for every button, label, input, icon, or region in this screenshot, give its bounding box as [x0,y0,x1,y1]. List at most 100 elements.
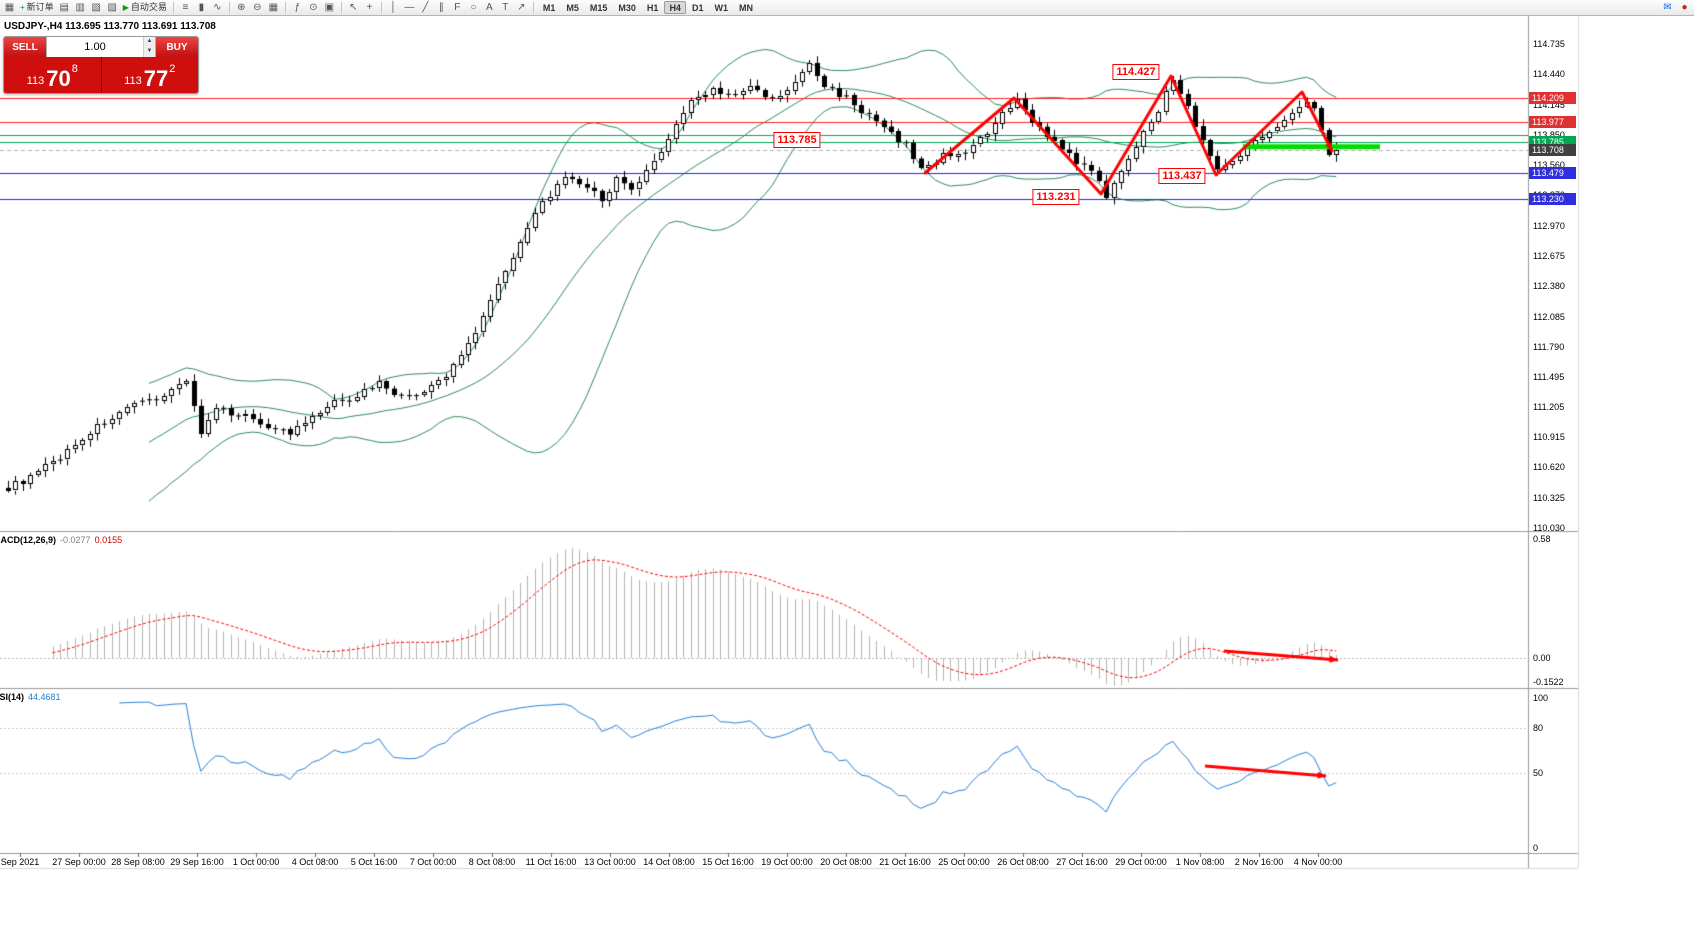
price-axis-label: 110.030 [1533,523,1565,533]
price-annotation[interactable]: 113.785 [773,132,821,148]
time-axis-label: 5 Oct 16:00 [350,857,398,867]
volume-field: ▲ ▼ [46,37,156,57]
navigator-icon[interactable]: ▨ [107,1,117,13]
price-axis-label: 111.205 [1533,402,1565,413]
timeframe-m5[interactable]: M5 [566,2,579,13]
crosshair-icon[interactable]: + [366,1,373,13]
chat-icon[interactable]: ✉ [1663,1,1672,13]
market-watch-icon[interactable]: ▥ [75,1,85,13]
rsi-name: RSI(14) [0,692,25,702]
templates-icon[interactable]: ▣ [324,1,335,13]
price-axis-label: 113.560 [1533,159,1565,170]
price-level-box: 114.209 [1529,92,1576,105]
price-axis-label: 111.790 [1533,341,1565,352]
zoom-out-icon[interactable]: ⊖ [253,1,262,13]
time-axis-label: 27 Sep 00:00 [52,857,106,867]
sell-button[interactable]: SELL [4,37,46,57]
cursor-icon[interactable]: ↖ [349,1,358,13]
channel-tool-icon[interactable]: ∥ [438,1,444,13]
alert-icon[interactable]: ● [1681,1,1688,13]
buy-price-main: 77 [143,66,169,91]
price-annotation[interactable]: 113.231 [1032,189,1080,205]
autotrading-button[interactable]: ▶ 自动交易 [121,1,169,15]
time-axis-label: 4 Nov 00:00 [1293,857,1343,867]
new-chart-icon[interactable]: ▦ [4,1,15,13]
indicators-icon[interactable]: ƒ [294,1,301,13]
bar-chart-icon[interactable]: ≡ [182,1,189,13]
buy-price[interactable]: 113 77 2 [101,57,198,93]
text-tool-icon[interactable]: A [486,1,493,13]
toolbar-separator [284,2,286,13]
macd-scale-max: 0.58 [1533,534,1551,544]
time-axis-label: 19 Oct 00:00 [761,857,813,867]
time-axis-label: 11 Oct 16:00 [525,857,577,867]
toolbar-separator [380,2,382,13]
data-window-icon[interactable]: ▧ [91,1,101,13]
periods-icon[interactable]: ⊙ [309,1,318,13]
time-axis-label: 27 Oct 16:00 [1056,857,1108,867]
timeframe-m30[interactable]: M30 [618,2,636,13]
volume-down-icon[interactable]: ▼ [144,47,155,57]
timeframe-d1[interactable]: D1 [691,2,704,13]
trendline-tool-icon[interactable]: ╱ [422,1,429,13]
time-axis-label: 8 Oct 08:00 [468,857,516,867]
ellipse-tool-icon[interactable]: ○ [470,1,477,13]
time-axis-label: 29 Sep 16:00 [170,857,224,867]
timeframe-m15[interactable]: M15 [589,2,608,13]
tile-windows-icon[interactable]: ▦ [268,1,279,13]
volume-up-icon[interactable]: ▲ [144,37,155,47]
plus-icon: + [20,2,25,12]
candlestick-chart-icon[interactable]: ▮ [198,1,205,13]
time-axis-label: 28 Sep 08:00 [111,857,165,867]
timeframe-w1[interactable]: W1 [714,2,728,13]
macd-scale-zero: 0.00 [1533,653,1551,663]
horizontal-line-tool-icon[interactable]: — [404,1,415,13]
volume-input[interactable] [47,37,143,57]
vertical-line-tool-icon[interactable]: │ [390,1,397,13]
price-axis-label: 113.850 [1533,130,1565,140]
new-order-button[interactable]: + 新订单 [18,1,56,15]
price-axis-label: 114.145 [1533,99,1565,110]
zoom-in-icon[interactable]: ⊕ [237,1,246,13]
arrows-tool-icon[interactable]: ↗ [517,1,526,13]
macd-main-value: -0.0277 [60,535,91,545]
price-annotation[interactable]: 114.427 [1112,64,1160,80]
line-chart-icon[interactable]: ∿ [213,1,222,13]
price-axis-label: 110.915 [1533,431,1565,442]
time-axis-label: 20 Oct 08:00 [820,857,872,867]
label-tool-icon[interactable]: T [502,1,509,13]
rsi-scale-80: 80 [1533,723,1544,733]
time-axis-label: 2 Nov 16:00 [1234,857,1284,867]
time-axis-label: 15 Oct 16:00 [702,857,754,867]
sell-price-sup: 8 [71,63,78,75]
time-axis-label: 1 Nov 08:00 [1175,857,1225,867]
time-axis-label: 14 Oct 08:00 [643,857,695,867]
price-axis-label: 112.380 [1533,281,1565,292]
price-annotation[interactable]: 113.437 [1158,168,1206,184]
timeframe-h1[interactable]: H1 [646,2,659,13]
price-level-box: 113.479 [1529,167,1576,180]
toolbar-separator [172,2,174,13]
macd-scale-min: -0.1522 [1533,677,1564,687]
timeframe-m1[interactable]: M1 [542,2,556,13]
price-axis-label: 114.440 [1533,69,1565,80]
price-axis-label: 114.735 [1533,39,1565,49]
timeframe-mn[interactable]: MN [738,2,753,13]
toolbar-separator [228,2,230,13]
rsi-label: RSI(14)44.4681 [0,692,61,702]
buy-price-sup: 2 [169,63,176,75]
buy-button[interactable]: BUY [156,37,198,57]
fibonacci-tool-icon[interactable]: F [454,1,461,13]
profiles-icon[interactable]: ▤ [59,1,69,13]
price-axis-label: 112.085 [1533,311,1565,322]
main-toolbar: ▦ + 新订单 ▤ ▥ ▧ ▨ ▶ 自动交易 ≡ ▮ ∿ ⊕ ⊖ ▦ ƒ ⊙ ▣… [0,0,1694,16]
volume-spinner: ▲ ▼ [143,37,155,57]
toolbar-separator [532,2,534,13]
time-axis-label: 26 Oct 08:00 [997,857,1049,867]
macd-name: MACD(12,26,9) [0,535,57,545]
timeframe-h4[interactable]: H4 [664,1,686,14]
sell-price[interactable]: 113 70 8 [4,57,102,93]
